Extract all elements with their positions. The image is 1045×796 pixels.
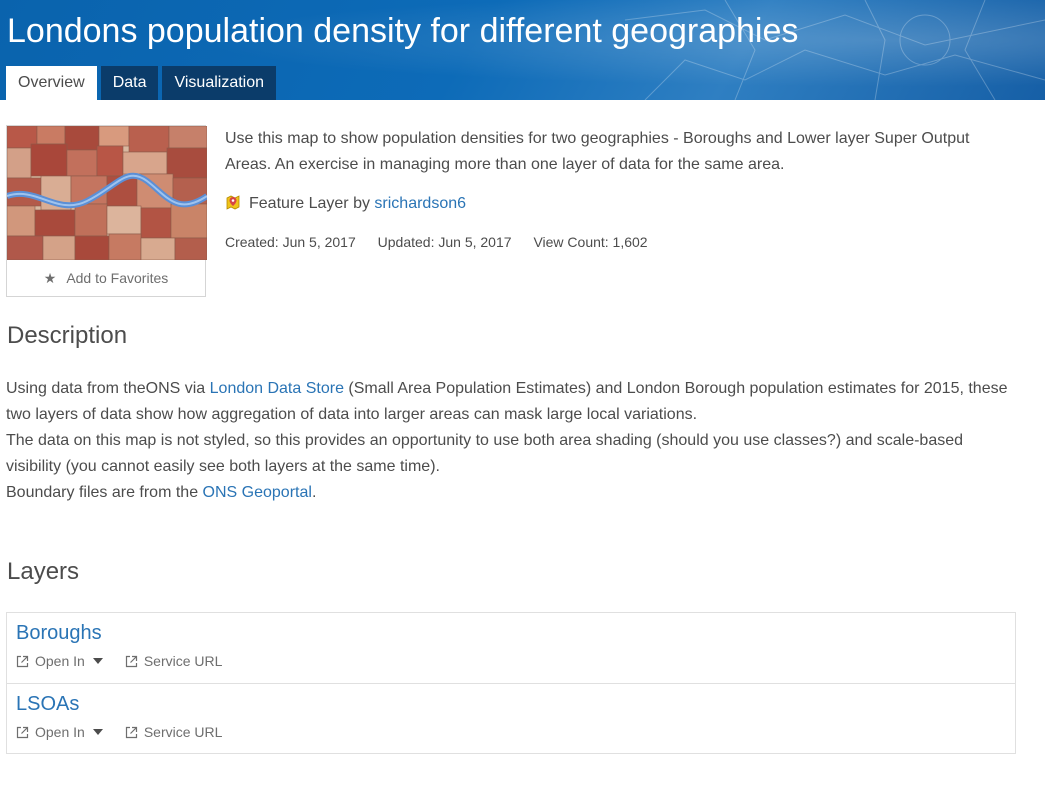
tab-overview[interactable]: Overview: [6, 66, 97, 100]
layer-item-boroughs: Boroughs Open In Service URL: [7, 613, 1015, 683]
star-icon: ★: [43, 270, 57, 286]
item-snippet: Use this map to show population densitie…: [225, 130, 970, 173]
layer-name-link[interactable]: LSOAs: [16, 693, 80, 715]
description-text: (Small Area Population Estimates) and Lo…: [6, 380, 1008, 423]
tab-bar: Overview Data Visualization: [6, 66, 277, 100]
layers-list: Boroughs Open In Service URL LSOAs Open …: [6, 612, 1016, 754]
layer-item-lsoas: LSOAs Open In Service URL: [7, 683, 1015, 753]
description-body: Using data from theONS via London Data S…: [6, 376, 1016, 506]
external-link-icon: [16, 655, 29, 667]
description-text: Using data from theONS via: [6, 380, 210, 397]
external-link-icon: [16, 726, 29, 738]
updated-date: Updated: Jun 5, 2017: [377, 234, 512, 250]
layers-heading: Layers: [7, 558, 80, 585]
external-link-icon: [125, 726, 137, 738]
created-date: Created: Jun 5, 2017: [225, 234, 356, 250]
description-text: Boundary files are from the: [6, 484, 203, 501]
feature-layer-icon: [225, 194, 241, 218]
layer-actions: Open In Service URL: [16, 653, 222, 669]
item-metadata: Created: Jun 5, 2017 Updated: Jun 5, 201…: [225, 232, 666, 252]
thumbnail-card: ★ Add to Favorites: [6, 125, 207, 297]
description-paragraph-2: The data on this map is not styled, so t…: [6, 432, 964, 475]
item-thumbnail: [7, 126, 207, 260]
description-paragraph-1: Using data from theONS via London Data S…: [6, 376, 1016, 428]
header-map-background: [625, 0, 1045, 100]
open-in-label: Open In: [35, 653, 85, 669]
caret-down-icon: [92, 658, 103, 664]
tab-visualization[interactable]: Visualization: [162, 66, 277, 100]
london-data-store-link[interactable]: London Data Store: [209, 380, 344, 397]
item-header: Londons population density for different…: [0, 0, 1045, 100]
external-link-icon: [125, 655, 137, 667]
description-text: .: [311, 484, 317, 501]
item-type: Feature Layer: [249, 195, 349, 212]
item-type-line: Feature Layer by srichardson6: [225, 192, 466, 218]
open-in-dropdown[interactable]: Open In: [16, 724, 103, 740]
add-to-favorites-button[interactable]: ★ Add to Favorites: [7, 260, 205, 296]
service-url-label: Service URL: [143, 724, 223, 740]
owner-link[interactable]: srichardson6: [374, 195, 467, 212]
open-in-dropdown[interactable]: Open In: [16, 653, 103, 669]
caret-down-icon: [92, 729, 103, 735]
item-summary: ★ Add to Favorites Use this map to show p…: [0, 100, 1045, 300]
ons-geoportal-link[interactable]: ONS Geoportal: [202, 484, 312, 501]
description-paragraph-3: Boundary files are from the ONS Geoporta…: [6, 480, 1016, 506]
open-in-label: Open In: [35, 724, 85, 740]
view-count: View Count: 1,602: [533, 234, 648, 250]
layer-actions: Open In Service URL: [16, 724, 222, 740]
tab-data[interactable]: Data: [100, 66, 159, 100]
service-url-link[interactable]: Service URL: [125, 653, 223, 669]
service-url-label: Service URL: [143, 653, 223, 669]
description-heading: Description: [7, 322, 128, 349]
add-to-favorites-label: Add to Favorites: [66, 270, 169, 286]
page-title: Londons population density for different…: [7, 12, 799, 50]
layer-name-link[interactable]: Boroughs: [16, 622, 102, 644]
service-url-link[interactable]: Service URL: [125, 724, 223, 740]
by-label: by: [353, 195, 370, 212]
